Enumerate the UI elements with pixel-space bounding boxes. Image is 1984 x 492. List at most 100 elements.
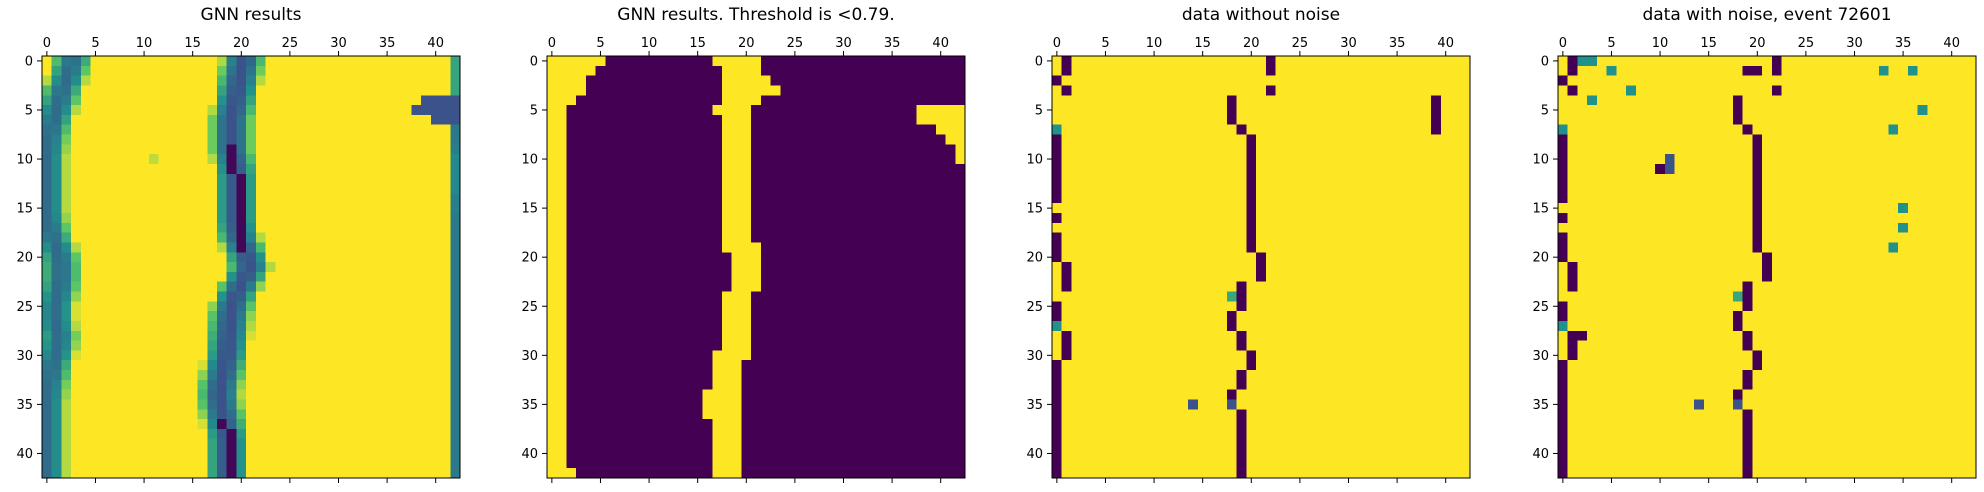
- heatmap-cell: [129, 320, 140, 332]
- heatmap-cell: [683, 203, 694, 214]
- heatmap-cell: [877, 350, 888, 361]
- heatmap-cell: [916, 320, 927, 332]
- heatmap-cell: [906, 193, 917, 204]
- heatmap-cell: [644, 213, 655, 224]
- heatmap-cell: [323, 301, 335, 312]
- heatmap-cell: [246, 330, 257, 342]
- heatmap-cell: [887, 409, 898, 420]
- heatmap-cell: [945, 105, 956, 116]
- heatmap-cell: [1411, 95, 1422, 106]
- heatmap-cell: [119, 56, 131, 67]
- heatmap-cell: [207, 75, 218, 87]
- heatmap-cell: [1188, 65, 1199, 77]
- heatmap-cell: [401, 340, 412, 352]
- heatmap-cell: [595, 56, 606, 67]
- heatmap-cell: [547, 232, 558, 244]
- heatmap-cell: [168, 370, 179, 381]
- heatmap-cell: [634, 85, 645, 96]
- heatmap-cell: [362, 301, 374, 312]
- heatmap-cell: [751, 389, 762, 401]
- heatmap-cell: [624, 301, 636, 312]
- heatmap-cell: [760, 271, 772, 283]
- heatmap-cell: [955, 114, 966, 126]
- heatmap-cell: [848, 311, 859, 322]
- heatmap-cell: [634, 105, 645, 116]
- heatmap-cell: [1411, 271, 1422, 283]
- heatmap-cell: [440, 350, 451, 361]
- heatmap-cell: [1129, 232, 1141, 244]
- heatmap-cell: [790, 65, 801, 77]
- heatmap-cell: [110, 154, 121, 165]
- heatmap-cell: [1382, 252, 1393, 263]
- heatmap-cell: [877, 389, 888, 401]
- heatmap-cell: [1052, 320, 1063, 332]
- heatmap-cell: [1275, 144, 1286, 155]
- heatmap-cell: [673, 458, 684, 469]
- heatmap-cell: [712, 458, 723, 469]
- heatmap-cell: [119, 163, 131, 175]
- heatmap-cell: [1139, 193, 1150, 204]
- heatmap-cell: [780, 203, 791, 214]
- heatmap-cell: [236, 350, 247, 361]
- heatmap-cell: [1295, 134, 1306, 145]
- heatmap-cell: [556, 399, 568, 410]
- heatmap-cell: [187, 95, 199, 106]
- heatmap-cell: [653, 134, 665, 145]
- heatmap-cell: [790, 242, 801, 253]
- heatmap-cell: [838, 350, 849, 361]
- heatmap-cell: [158, 301, 169, 312]
- heatmap-cell: [605, 399, 616, 410]
- heatmap-cell: [80, 183, 92, 194]
- heatmap-cell: [421, 350, 432, 361]
- heatmap-cell: [1343, 311, 1354, 322]
- heatmap-cell: [207, 193, 218, 204]
- heatmap-cell: [314, 163, 325, 175]
- heatmap-cell: [1392, 262, 1403, 273]
- heatmap-cell: [1421, 75, 1432, 87]
- heatmap-cell: [333, 448, 344, 459]
- heatmap-cell: [71, 114, 82, 126]
- heatmap-cell: [440, 95, 451, 106]
- heatmap-cell: [1139, 222, 1150, 234]
- heatmap-cell: [119, 320, 131, 332]
- heatmap-cell: [634, 203, 645, 214]
- heatmap-cell: [741, 291, 752, 302]
- heatmap-cell: [867, 144, 879, 155]
- heatmap-cell: [148, 262, 160, 273]
- heatmap-cell: [42, 438, 53, 450]
- heatmap-cell: [585, 360, 597, 371]
- heatmap-cell: [906, 438, 917, 450]
- heatmap-cell: [421, 438, 432, 450]
- heatmap-cell: [653, 95, 665, 106]
- heatmap-cell: [148, 458, 160, 469]
- heatmap-cell: [576, 95, 587, 106]
- heatmap-cell: [595, 438, 606, 450]
- heatmap-cell: [1363, 291, 1374, 302]
- heatmap-cell: [615, 213, 626, 224]
- heatmap-cell: [1304, 252, 1316, 263]
- heatmap-cell: [187, 379, 199, 391]
- heatmap-cell: [721, 114, 733, 126]
- heatmap-cell: [255, 320, 267, 332]
- heatmap-cell: [90, 281, 101, 293]
- heatmap-cell: [673, 468, 684, 479]
- heatmap-cell: [838, 409, 849, 420]
- heatmap-cell: [926, 232, 937, 244]
- heatmap-cell: [187, 163, 199, 175]
- heatmap-cell: [547, 399, 558, 410]
- heatmap-cell: [61, 173, 72, 185]
- heatmap-cell: [1090, 124, 1102, 136]
- heatmap-cell: [148, 56, 160, 67]
- heatmap-cell: [1236, 173, 1248, 185]
- heatmap-cell: [721, 370, 733, 381]
- heatmap-cell: [168, 65, 179, 77]
- heatmap-cell: [770, 203, 781, 214]
- heatmap-cell: [858, 271, 869, 283]
- heatmap-cell: [585, 379, 597, 391]
- heatmap-cell: [197, 56, 208, 67]
- heatmap-cell: [605, 409, 616, 420]
- heatmap-cell: [61, 458, 72, 469]
- heatmap-cell: [848, 144, 859, 155]
- heatmap-cell: [683, 448, 694, 459]
